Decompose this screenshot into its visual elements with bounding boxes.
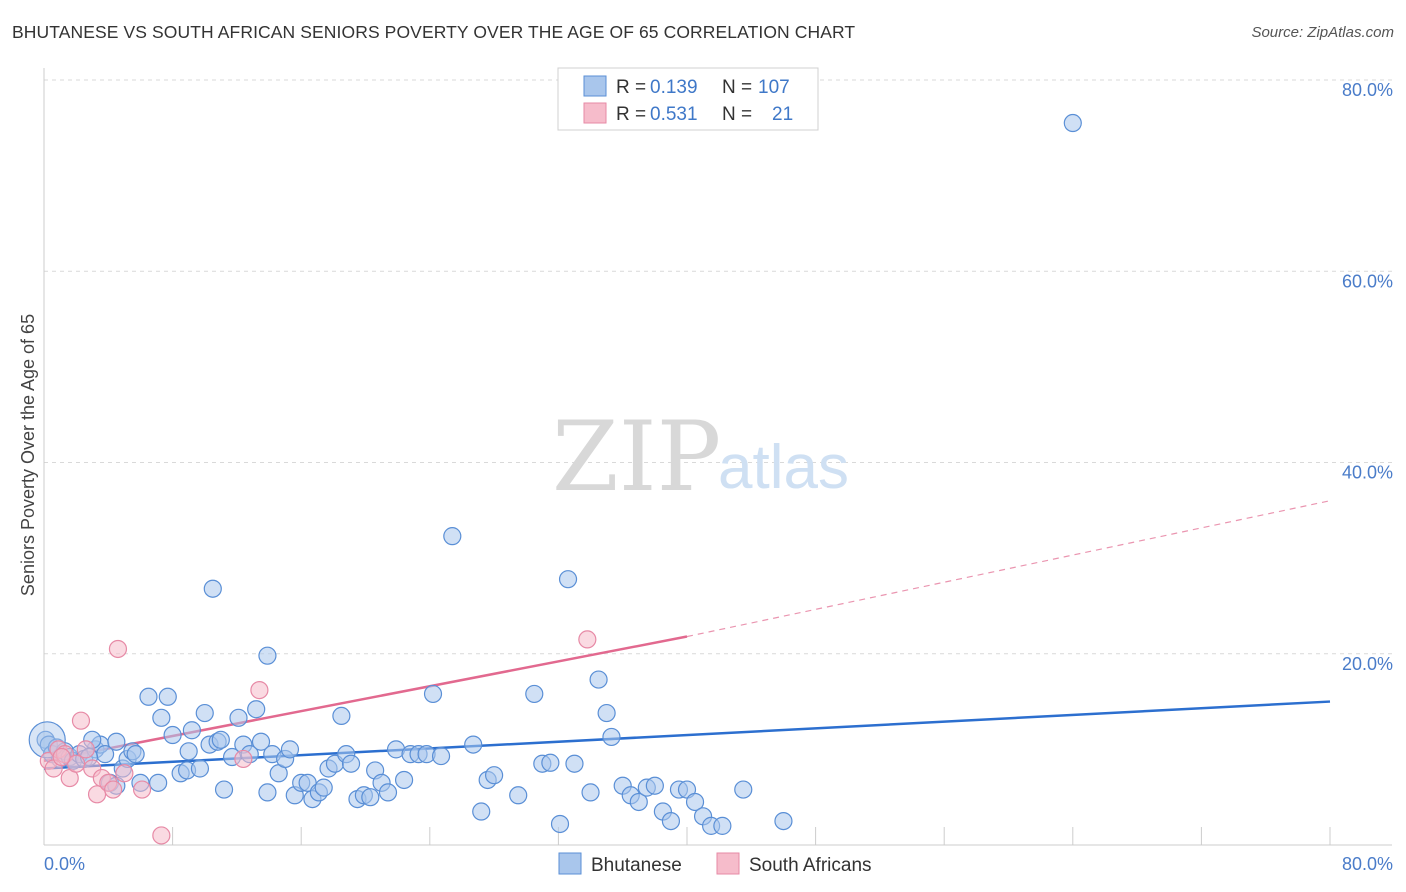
series-label-south-africans: South Africans [749, 855, 872, 876]
bhutanese-point [472, 802, 491, 821]
watermark: ZIP atlas [552, 401, 849, 513]
bhutanese-point [685, 792, 705, 812]
bhutanese-point [734, 780, 753, 799]
bhutanese-point [341, 754, 361, 773]
bhutanese-point [190, 759, 210, 778]
series-swatch-bhutanese [558, 852, 582, 875]
bhutanese-point [443, 527, 462, 546]
bhutanese-point [558, 570, 578, 589]
y-tick-label: 40.0% [1342, 463, 1393, 483]
bhutanese-point [581, 783, 600, 802]
bhutanese-point [361, 788, 380, 807]
bhutanese-point [1063, 113, 1082, 133]
south-africans-point [115, 764, 134, 783]
axes [43, 68, 1392, 846]
bhutanese-point [431, 746, 451, 766]
bhutanese-point [423, 684, 443, 704]
legend-r-label-pink: R = [616, 104, 646, 125]
south-africans-point [578, 630, 597, 649]
legend-r-value-blue: 0.139 [650, 77, 698, 98]
bhutanese-point [314, 778, 333, 797]
bhutanese-point [195, 703, 214, 723]
chart-title: BHUTANESE VS SOUTH AFRICAN SENIORS POVER… [12, 22, 856, 42]
south-africans-points [39, 630, 597, 845]
south-africans-point [104, 780, 123, 799]
bhutanese-trendline [43, 700, 1331, 770]
bhutanese-point [247, 700, 266, 719]
bhutanese-point [229, 708, 248, 727]
south-africans-point [152, 826, 171, 845]
correlation-legend: R = 0.139 N = 107 R = 0.531 N = 21 [557, 67, 819, 131]
south-africans-point [108, 639, 128, 659]
bhutanese-point [541, 753, 560, 772]
bhutanese-point [645, 776, 664, 795]
legend-swatch-pink [583, 102, 607, 124]
legend-r-value-pink: 0.531 [650, 104, 698, 125]
bhutanese-point [774, 811, 793, 831]
bhutanese-point [211, 730, 230, 749]
south-africans-trendline [43, 635, 688, 763]
y-axis-title: Seniors Poverty Over the Age of 65 [18, 314, 38, 596]
bhutanese-point [509, 786, 528, 805]
x-tick-label: 0.0% [44, 854, 85, 874]
series-swatch-south-africans [716, 852, 740, 875]
legend-n-value-blue: 107 [758, 77, 790, 98]
bhutanese-point [126, 745, 145, 764]
source-label: Source: ZipAtlas.com [1251, 24, 1394, 41]
bhutanese-point [565, 754, 584, 773]
legend-n-label-pink: N = [722, 104, 752, 125]
south-africans-point [52, 747, 71, 767]
bhutanese-point [149, 773, 168, 792]
legend-r-label-blue: R = [616, 77, 646, 98]
bhutanese-point [394, 770, 414, 790]
legend-n-value-pink: 21 [772, 104, 793, 125]
bhutanese-point [525, 684, 544, 704]
south-africans-point [132, 780, 152, 799]
bhutanese-point [713, 816, 732, 835]
y-tick-label: 80.0% [1342, 80, 1393, 100]
bhutanese-point [629, 792, 648, 812]
bhutanese-point [597, 703, 616, 723]
trendlines [43, 500, 1331, 770]
y-tick-label: 20.0% [1342, 654, 1393, 674]
bhutanese-point [258, 646, 277, 665]
bhutanese-point [214, 780, 234, 799]
x-tick-label: 80.0% [1342, 854, 1393, 874]
bhutanese-point [589, 670, 608, 689]
bhutanese-point [107, 732, 126, 751]
south-africans-trendline-extension [686, 500, 1331, 638]
south-africans-point [234, 749, 253, 769]
bhutanese-point [378, 783, 398, 802]
grid-lines [44, 79, 1392, 655]
watermark-zip: ZIP [552, 401, 721, 513]
bhutanese-point [661, 811, 681, 831]
legend-swatch-blue [583, 75, 607, 97]
tick-labels: 20.0% 40.0% 60.0% 80.0% 0.0% 80.0% [44, 80, 1393, 874]
bhutanese-point [550, 814, 570, 834]
series-label-bhutanese: Bhutanese [591, 855, 682, 876]
series-legend: Bhutanese South Africans [558, 852, 872, 876]
bhutanese-point [280, 740, 300, 759]
y-tick-label: 60.0% [1342, 271, 1393, 291]
bhutanese-point [179, 742, 198, 761]
bhutanese-point [464, 735, 483, 754]
watermark-atlas: atlas [718, 433, 849, 502]
bhutanese-point [251, 732, 271, 751]
bhutanese-point [203, 579, 222, 598]
south-africans-point [71, 711, 91, 730]
south-africans-point [250, 680, 269, 700]
bhutanese-point [602, 727, 621, 747]
south-africans-point [76, 740, 95, 759]
bhutanese-point [158, 687, 177, 706]
bhutanese-point [152, 708, 171, 727]
bhutanese-point [182, 721, 201, 740]
legend-n-label-blue: N = [722, 77, 752, 98]
bhutanese-point [258, 783, 277, 802]
bhutanese-point [485, 766, 504, 785]
bhutanese-point [332, 706, 351, 726]
bhutanese-point [163, 725, 182, 745]
bhutanese-point [139, 687, 158, 706]
